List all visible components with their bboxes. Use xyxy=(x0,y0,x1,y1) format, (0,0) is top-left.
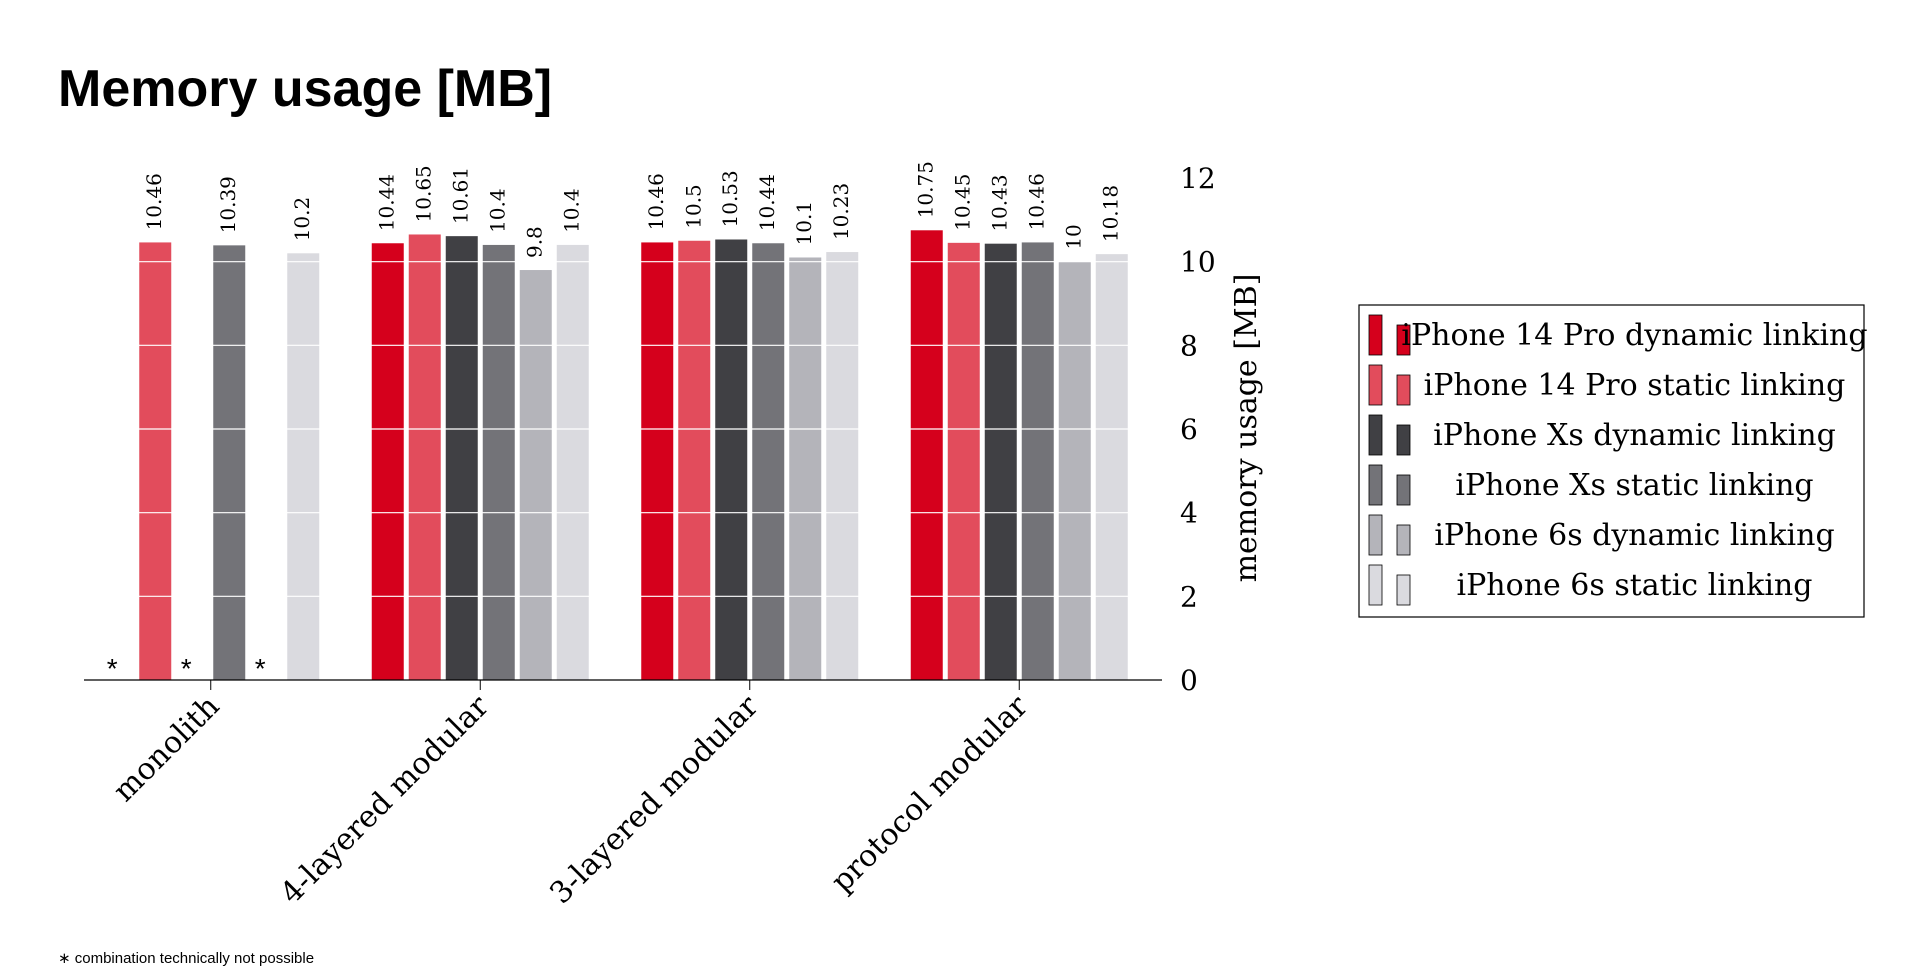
legend-swatch-large-iphone-6s-static-linking xyxy=(1368,564,1383,606)
legend-swatch-small-iphone-6s-dynamic-linking xyxy=(1396,524,1411,556)
y-axis-title: memory usage [MB] xyxy=(1229,274,1264,583)
value-label-4-layered-modular-iphone-xs-static-linking: 10.4 xyxy=(486,188,510,233)
missing-marker-monolith-iphone-xs-dynamic-linking: * xyxy=(181,653,192,684)
legend-label-iphone-xs-dynamic-linking: iPhone Xs dynamic linking xyxy=(1433,418,1836,453)
x-tick-label-3-layered-modular: 3-layered modular xyxy=(543,688,766,911)
bar-4-layered-modular-iphone-xs-static-linking xyxy=(482,244,515,680)
bar-protocol-modular-iphone-xs-dynamic-linking xyxy=(984,243,1017,680)
bar-4-layered-modular-iphone-6s-dynamic-linking xyxy=(519,270,552,680)
y-tick-label-8: 8 xyxy=(1180,329,1198,362)
x-tick-label-protocol-modular: protocol modular xyxy=(824,688,1035,899)
x-tick-label-4-layered-modular: 4-layered modular xyxy=(274,688,497,911)
value-label-monolith-iphone-xs-static-linking: 10.39 xyxy=(216,176,240,233)
value-label-3-layered-modular-iphone-14-pro-dynamic-linking: 10.46 xyxy=(644,173,668,230)
legend-swatch-small-iphone-14-pro-static-linking xyxy=(1396,374,1411,406)
y-tick-label-4: 4 xyxy=(1180,497,1198,530)
bar-3-layered-modular-iphone-6s-dynamic-linking xyxy=(789,257,822,680)
value-label-protocol-modular-iphone-6s-static-linking: 10.18 xyxy=(1099,185,1123,242)
bars-layer xyxy=(139,230,1128,681)
value-label-3-layered-modular-iphone-xs-static-linking: 10.44 xyxy=(755,174,779,231)
legend-swatch-small-iphone-14-pro-dynamic-linking xyxy=(1396,324,1411,356)
value-label-monolith-iphone-14-pro-static-linking: 10.46 xyxy=(142,173,166,230)
bar-protocol-modular-iphone-6s-dynamic-linking xyxy=(1058,261,1091,680)
legend-swatch-large-iphone-xs-static-linking xyxy=(1368,464,1383,506)
bar-3-layered-modular-iphone-14-pro-dynamic-linking xyxy=(641,242,674,680)
y-tick-label-10: 10 xyxy=(1180,246,1216,279)
value-label-protocol-modular-iphone-xs-dynamic-linking: 10.43 xyxy=(988,174,1012,231)
value-label-protocol-modular-iphone-6s-dynamic-linking: 10 xyxy=(1062,224,1086,249)
bar-3-layered-modular-iphone-xs-static-linking xyxy=(752,243,785,680)
legend-label-iphone-6s-static-linking: iPhone 6s static linking xyxy=(1457,568,1813,603)
y-tick-label-12: 12 xyxy=(1180,162,1216,195)
legend-swatch-large-iphone-14-pro-static-linking xyxy=(1368,364,1383,406)
bar-protocol-modular-iphone-14-pro-static-linking xyxy=(947,242,980,680)
bar-monolith-iphone-6s-static-linking xyxy=(287,253,320,681)
legend-label-iphone-14-pro-dynamic-linking: iPhone 14 Pro dynamic linking xyxy=(1401,318,1867,353)
bar-monolith-iphone-xs-static-linking xyxy=(213,245,246,680)
value-label-4-layered-modular-iphone-14-pro-static-linking: 10.65 xyxy=(412,165,436,222)
value-label-4-layered-modular-iphone-xs-dynamic-linking: 10.61 xyxy=(449,167,473,224)
value-label-monolith-iphone-6s-static-linking: 10.2 xyxy=(290,197,314,242)
bar-protocol-modular-iphone-6s-static-linking xyxy=(1095,254,1128,681)
value-label-4-layered-modular-iphone-14-pro-dynamic-linking: 10.44 xyxy=(375,174,399,231)
value-label-4-layered-modular-iphone-6s-static-linking: 10.4 xyxy=(560,188,584,233)
bar-3-layered-modular-iphone-xs-dynamic-linking xyxy=(715,239,748,680)
footnote: ∗ combination technically not possible xyxy=(58,950,314,966)
legend: iPhone 14 Pro dynamic linking iPhone 14 P… xyxy=(1358,304,1868,618)
value-label-3-layered-modular-iphone-14-pro-static-linking: 10.5 xyxy=(681,184,705,229)
bar-protocol-modular-iphone-xs-static-linking xyxy=(1021,242,1054,680)
bar-3-layered-modular-iphone-14-pro-static-linking xyxy=(678,240,711,680)
bar-4-layered-modular-iphone-6s-static-linking xyxy=(556,244,589,680)
y-tick-label-0: 0 xyxy=(1180,664,1198,697)
value-label-3-layered-modular-iphone-6s-static-linking: 10.23 xyxy=(829,183,853,240)
bar-4-layered-modular-iphone-14-pro-static-linking xyxy=(408,234,441,680)
legend-swatch-small-iphone-6s-static-linking xyxy=(1396,574,1411,606)
legend-swatch-small-iphone-xs-dynamic-linking xyxy=(1396,424,1411,456)
value-labels-layer: * 10.46 * 10.39 * 10.2 10.44 10.65 10.61 10.4 9.8 1… xyxy=(107,161,1123,684)
bar-protocol-modular-iphone-14-pro-dynamic-linking xyxy=(910,230,943,680)
value-label-4-layered-modular-iphone-6s-dynamic-linking: 9.8 xyxy=(523,226,547,258)
y-tick-label-6: 6 xyxy=(1180,413,1198,446)
legend-swatch-large-iphone-6s-dynamic-linking xyxy=(1368,514,1383,556)
legend-swatch-small-iphone-xs-static-linking xyxy=(1396,474,1411,506)
legend-swatch-large-iphone-14-pro-dynamic-linking xyxy=(1368,314,1383,356)
chart-title: Memory usage [MB] xyxy=(58,60,552,118)
bar-4-layered-modular-iphone-xs-dynamic-linking xyxy=(445,236,478,681)
legend-label-iphone-xs-static-linking: iPhone Xs static linking xyxy=(1455,468,1813,503)
value-label-protocol-modular-iphone-14-pro-static-linking: 10.45 xyxy=(951,174,975,231)
value-label-protocol-modular-iphone-xs-static-linking: 10.46 xyxy=(1025,173,1049,230)
legend-label-iphone-14-pro-static-linking: iPhone 14 Pro static linking xyxy=(1424,368,1846,403)
legend-box xyxy=(1358,304,1865,618)
legend-label-iphone-6s-dynamic-linking: iPhone 6s dynamic linking xyxy=(1434,518,1834,553)
grid-layer xyxy=(84,177,1158,597)
value-label-protocol-modular-iphone-14-pro-dynamic-linking: 10.75 xyxy=(914,161,938,218)
x-tick-label-monolith: monolith xyxy=(107,689,227,809)
bar-monolith-iphone-14-pro-static-linking xyxy=(139,242,172,680)
value-label-3-layered-modular-iphone-xs-dynamic-linking: 10.53 xyxy=(718,170,742,227)
missing-marker-monolith-iphone-6s-dynamic-linking: * xyxy=(255,653,266,684)
value-label-3-layered-modular-iphone-6s-dynamic-linking: 10.1 xyxy=(792,201,816,246)
legend-swatch-large-iphone-xs-dynamic-linking xyxy=(1368,414,1383,456)
missing-marker-monolith-iphone-14-pro-dynamic-linking: * xyxy=(107,653,118,684)
bar-4-layered-modular-iphone-14-pro-dynamic-linking xyxy=(371,243,404,680)
y-tick-label-2: 2 xyxy=(1180,580,1198,613)
bar-3-layered-modular-iphone-6s-static-linking xyxy=(826,252,859,681)
